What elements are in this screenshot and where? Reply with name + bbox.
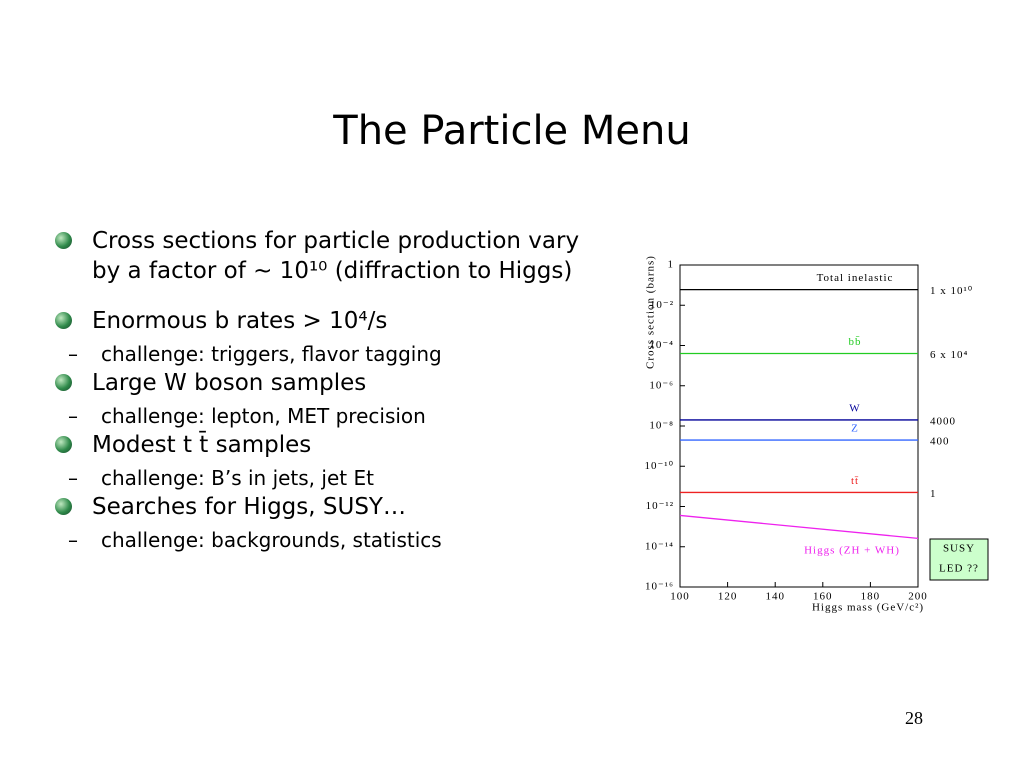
y-tick-label: 10⁻⁸ <box>649 420 674 432</box>
series-label: Z <box>851 423 859 435</box>
x-tick-label: 160 <box>813 591 833 603</box>
slide-title: The Particle Menu <box>333 108 691 154</box>
y-tick-label: 10⁻¹² <box>646 500 674 512</box>
bullet-icon <box>55 374 72 391</box>
y-tick-label: 10⁻¹⁰ <box>644 460 674 472</box>
sub-bullet: challenge: lepton, MET precision <box>55 402 595 430</box>
y-tick-label: 10⁻² <box>650 299 674 311</box>
annotation-text: SUSY <box>943 543 975 555</box>
series-label: W <box>849 402 860 414</box>
annotation-text: LED ?? <box>939 563 979 575</box>
annotation-box <box>929 538 989 581</box>
bullet-text: Searches for Higgs, SUSY… <box>92 494 406 520</box>
bullet: Modest t t̄ samples <box>55 430 595 460</box>
x-tick-label: 100 <box>670 591 690 603</box>
bullet-text: Enormous b rates > 10⁴/s <box>92 308 388 334</box>
y-tick-label: 10⁻⁶ <box>649 379 674 391</box>
y-tick-label: 10⁻⁴ <box>649 339 674 351</box>
sub-bullet: challenge: backgrounds, statistics <box>55 526 595 554</box>
page-number: 28 <box>905 708 923 728</box>
bullet-icon <box>55 312 72 329</box>
sub-bullet: challenge: B’s in jets, jet Et <box>55 464 595 492</box>
x-tick-label: 200 <box>908 591 928 603</box>
sub-bullet: challenge: triggers, flavor tagging <box>55 340 595 368</box>
bullet: Large W boson samples <box>55 368 595 398</box>
y-axis-label: Cross section (barns) <box>645 255 657 369</box>
ratio-label: 1 <box>930 488 937 500</box>
bullet: Cross sections for particle production v… <box>55 226 595 286</box>
series-label: tt̄ <box>851 475 859 487</box>
plot-frame <box>679 264 919 588</box>
bullet-text: Large W boson samples <box>92 370 367 396</box>
ratio-label: 4000 <box>930 415 956 427</box>
series-line <box>679 514 919 540</box>
ratio-label: 6 x 10⁴ <box>930 349 968 361</box>
y-tick-label: 10⁻¹⁶ <box>645 581 674 593</box>
series-label: Higgs (ZH + WH) <box>804 545 900 557</box>
bullet: Enormous b rates > 10⁴/s <box>55 306 595 336</box>
series-label: bb̄ <box>849 336 862 348</box>
y-tick-label: 1 <box>668 259 675 271</box>
bullet-list: Cross sections for particle production v… <box>55 226 595 554</box>
bullet-icon <box>55 498 72 515</box>
x-tick-label: 180 <box>861 591 881 603</box>
bullet-text: Modest t t̄ samples <box>92 432 312 458</box>
series-label: Total inelastic <box>817 272 894 284</box>
bullet-text: Cross sections for particle production v… <box>92 228 580 284</box>
bullet-icon <box>55 232 72 249</box>
x-tick-label: 140 <box>765 591 785 603</box>
ratio-label: 1 x 10¹⁰ <box>930 285 973 297</box>
ratio-label: 400 <box>930 436 950 448</box>
bullet-icon <box>55 436 72 453</box>
bullet: Searches for Higgs, SUSY… <box>55 492 595 522</box>
x-tick-label: 120 <box>718 591 738 603</box>
x-axis-label: Higgs mass (GeV/c²) <box>812 602 924 614</box>
y-tick-label: 10⁻¹⁴ <box>645 540 674 552</box>
